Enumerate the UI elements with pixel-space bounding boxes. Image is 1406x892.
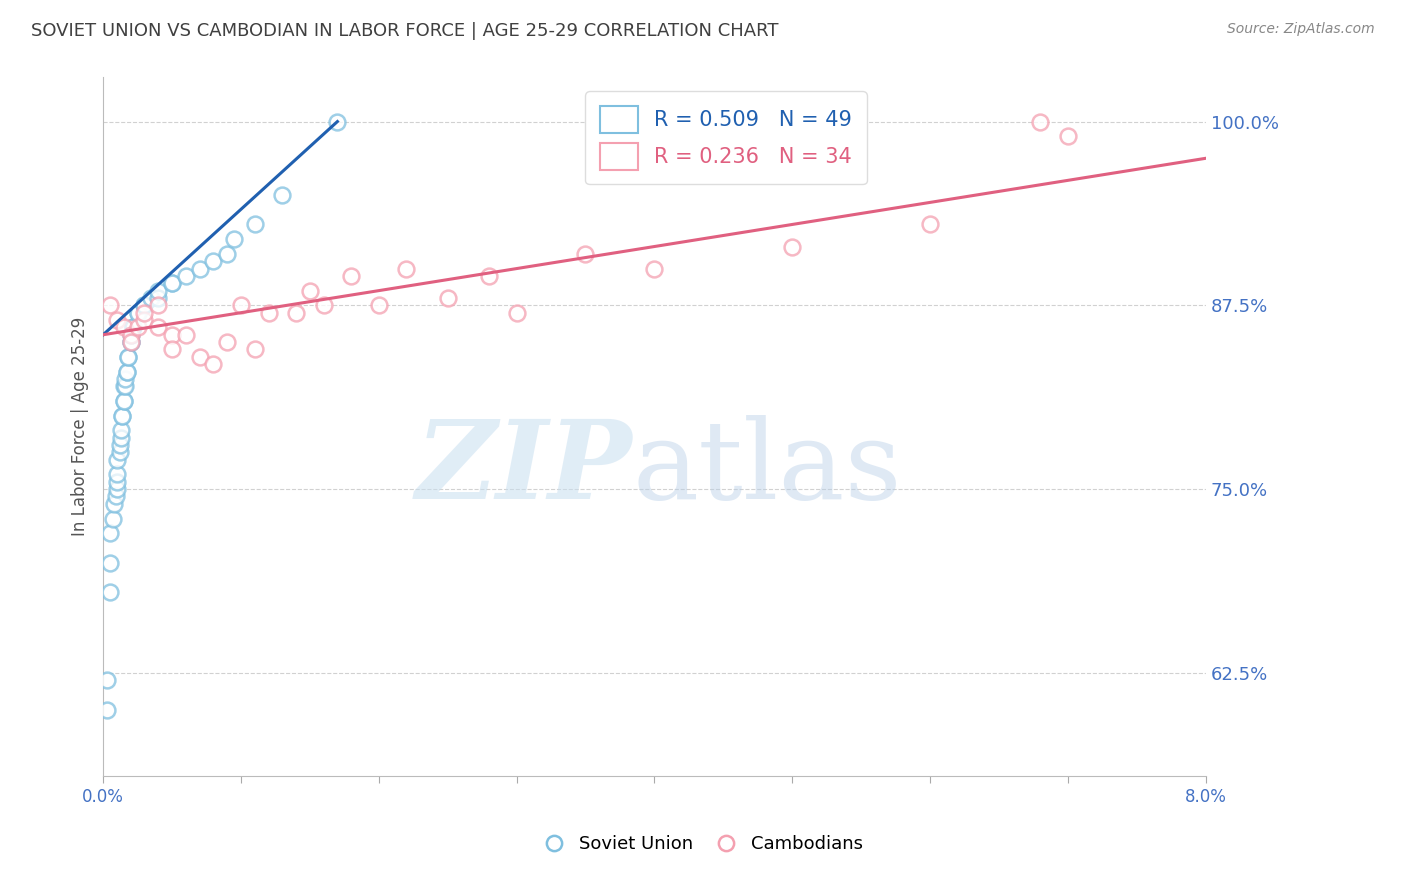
- Point: [98, 526, 121, 541]
- Point: [127, 306, 149, 320]
- Point: [780, 239, 803, 253]
- Point: [104, 490, 127, 504]
- Point: [111, 409, 134, 423]
- Point: [285, 306, 308, 320]
- Point: [122, 320, 145, 334]
- Point: [478, 268, 501, 283]
- Point: [148, 284, 170, 298]
- Point: [243, 343, 266, 357]
- Point: [217, 335, 239, 350]
- Point: [160, 277, 183, 291]
- Point: [120, 327, 142, 342]
- Point: [120, 335, 142, 350]
- Point: [141, 291, 163, 305]
- Point: [115, 364, 138, 378]
- Point: [120, 335, 142, 350]
- Point: [312, 298, 335, 312]
- Point: [298, 284, 321, 298]
- Point: [120, 327, 142, 342]
- Point: [217, 247, 239, 261]
- Point: [117, 350, 139, 364]
- Point: [395, 261, 418, 276]
- Point: [505, 306, 527, 320]
- Point: [122, 320, 145, 334]
- Point: [134, 298, 156, 312]
- Point: [112, 320, 135, 334]
- Point: [108, 445, 131, 459]
- Point: [271, 188, 294, 202]
- Point: [112, 379, 135, 393]
- Point: [105, 475, 128, 489]
- Text: ZIP: ZIP: [416, 415, 633, 523]
- Point: [117, 350, 139, 364]
- Point: [98, 556, 121, 570]
- Point: [105, 313, 128, 327]
- Point: [243, 218, 266, 232]
- Point: [257, 306, 280, 320]
- Point: [174, 268, 197, 283]
- Point: [98, 298, 121, 312]
- Point: [222, 232, 245, 246]
- Point: [111, 409, 134, 423]
- Point: [340, 268, 363, 283]
- Point: [188, 261, 211, 276]
- Point: [202, 254, 225, 268]
- Point: [114, 372, 136, 386]
- Point: [367, 298, 389, 312]
- Point: [202, 357, 225, 371]
- Point: [101, 511, 124, 525]
- Point: [134, 298, 156, 312]
- Point: [98, 585, 121, 599]
- Point: [643, 261, 665, 276]
- Legend: Soviet Union, Cambodians: Soviet Union, Cambodians: [536, 829, 870, 861]
- Point: [160, 277, 183, 291]
- Point: [188, 350, 211, 364]
- Point: [120, 335, 142, 350]
- Point: [112, 393, 135, 408]
- Point: [105, 452, 128, 467]
- Point: [1029, 114, 1052, 128]
- Point: [96, 703, 118, 717]
- Point: [148, 291, 170, 305]
- Point: [229, 298, 252, 312]
- Point: [160, 327, 183, 342]
- Point: [127, 306, 149, 320]
- Y-axis label: In Labor Force | Age 25-29: In Labor Force | Age 25-29: [72, 317, 89, 536]
- Point: [105, 482, 128, 496]
- Text: SOVIET UNION VS CAMBODIAN IN LABOR FORCE | AGE 25-29 CORRELATION CHART: SOVIET UNION VS CAMBODIAN IN LABOR FORCE…: [31, 22, 779, 40]
- Point: [160, 343, 183, 357]
- Point: [1056, 129, 1078, 144]
- Point: [112, 393, 135, 408]
- Point: [96, 673, 118, 688]
- Point: [134, 313, 156, 327]
- Point: [114, 379, 136, 393]
- Point: [134, 306, 156, 320]
- Point: [110, 423, 132, 437]
- Point: [326, 114, 349, 128]
- Point: [105, 467, 128, 482]
- Point: [174, 327, 197, 342]
- Point: [108, 438, 131, 452]
- Point: [110, 431, 132, 445]
- Point: [127, 320, 149, 334]
- Point: [103, 497, 125, 511]
- Legend: R = 0.509   N = 49, R = 0.236   N = 34: R = 0.509 N = 49, R = 0.236 N = 34: [585, 91, 866, 185]
- Point: [115, 364, 138, 378]
- Text: Source: ZipAtlas.com: Source: ZipAtlas.com: [1227, 22, 1375, 37]
- Point: [148, 298, 170, 312]
- Point: [436, 291, 458, 305]
- Point: [574, 247, 596, 261]
- Point: [918, 218, 941, 232]
- Point: [148, 320, 170, 334]
- Text: atlas: atlas: [633, 415, 903, 522]
